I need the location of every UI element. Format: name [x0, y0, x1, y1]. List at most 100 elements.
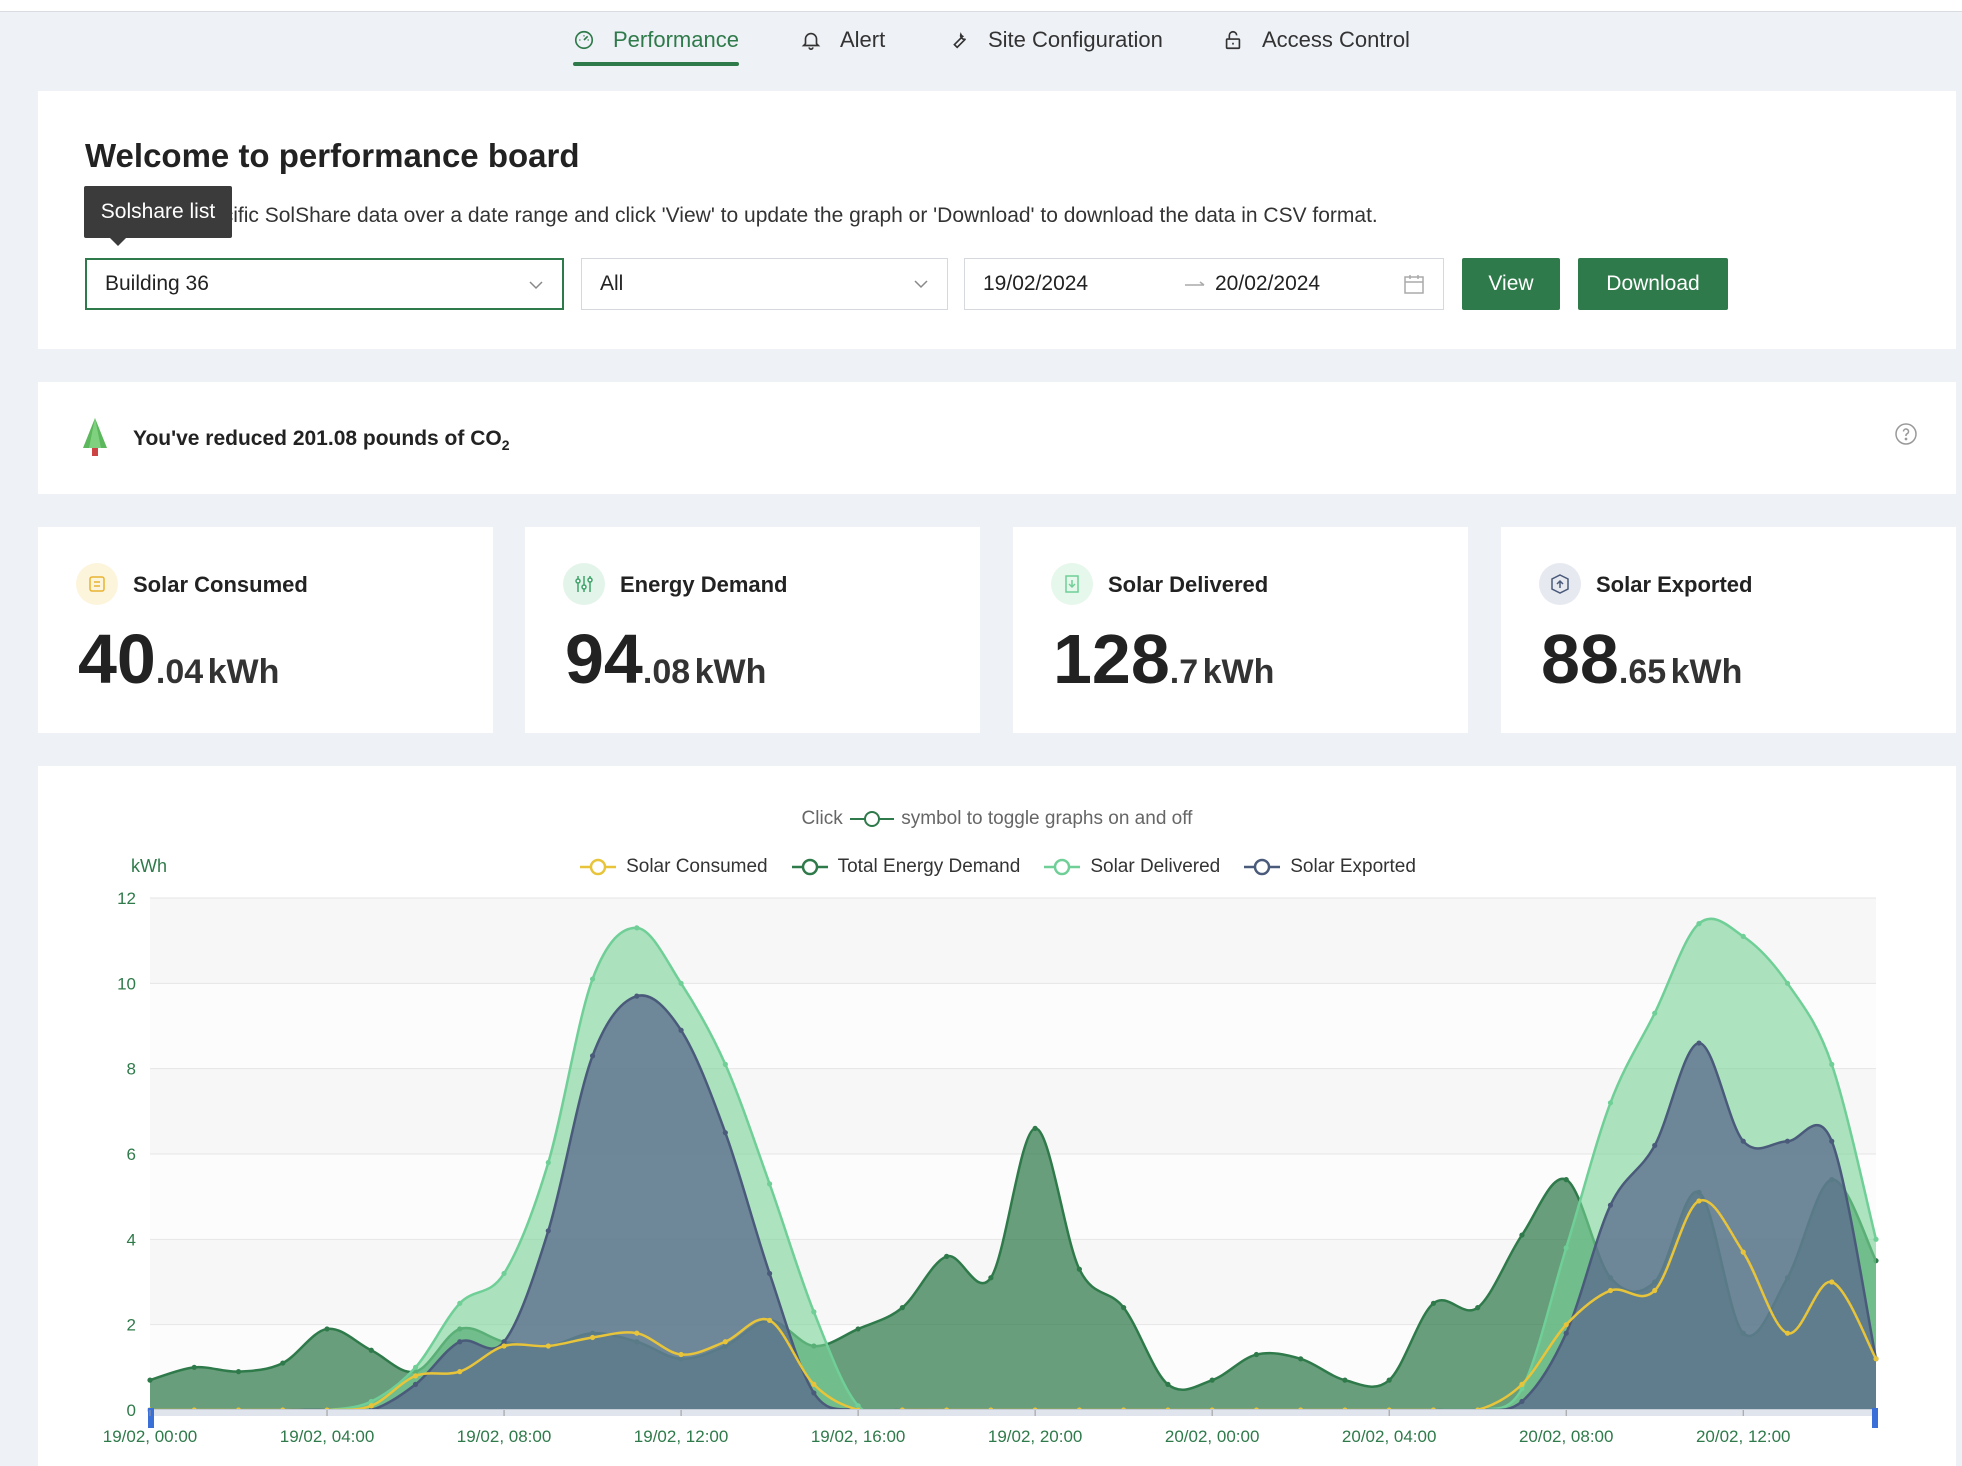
legend-item-total-energy-demand[interactable]: Total Energy Demand [790, 856, 1021, 878]
x-tick-label: 20/02, 00:00 [1165, 1427, 1260, 1446]
data-point [678, 1351, 684, 1358]
data-point [589, 1053, 596, 1059]
data-point [1519, 1381, 1525, 1387]
stat-value: 94.08 kWh [565, 619, 766, 699]
data-point [1032, 1125, 1038, 1131]
date-end[interactable]: 20/02/2024 [1215, 272, 1321, 295]
tab-performance[interactable]: Performance [573, 14, 739, 66]
chevron-down-icon [914, 280, 928, 289]
data-point [1784, 1138, 1791, 1144]
arrow-right-icon [1185, 281, 1205, 286]
data-point [1873, 1236, 1879, 1242]
data-point [1519, 1386, 1525, 1392]
range-slider-handle-start [148, 1408, 154, 1428]
data-point [1696, 921, 1702, 927]
stat-unit: kWh [207, 653, 280, 691]
y-tick-label: 0 [127, 1401, 136, 1420]
data-point [1740, 1249, 1746, 1255]
data-point [722, 1130, 728, 1136]
y-tick-label: 2 [127, 1316, 136, 1335]
data-point [1209, 1377, 1215, 1383]
stat-value: 88.65 kWh [1541, 619, 1742, 699]
chart-hint-prefix: Click [801, 808, 843, 829]
solshare-select[interactable]: Building 36 [85, 258, 564, 310]
stat-value-int: 128 [1053, 620, 1170, 698]
data-point [1607, 1202, 1614, 1208]
data-point [1563, 1177, 1569, 1183]
data-point [855, 1326, 861, 1332]
legend-label: Total Energy Demand [837, 856, 1021, 877]
date-range-picker[interactable]: 19/02/2024 20/02/2024 [964, 258, 1444, 310]
data-point [811, 1381, 817, 1387]
tab-label: Site Configuration [988, 27, 1163, 52]
data-point [191, 1364, 197, 1370]
data-point [1076, 1266, 1082, 1272]
data-point [1740, 1138, 1746, 1144]
data-point [147, 1377, 153, 1383]
data-point [501, 1270, 507, 1277]
welcome-description: Select any specific SolShare data over a… [85, 204, 1378, 227]
data-point [766, 1181, 773, 1187]
page-title: Welcome to performance board [85, 137, 580, 174]
y-tick-label: 12 [117, 889, 136, 908]
stat-value: 128.7 kWh [1053, 619, 1274, 699]
co2-card: You've reduced 201.08 pounds of CO2 [38, 382, 1956, 494]
co2-subscript: 2 [501, 437, 510, 454]
data-point [1563, 1245, 1569, 1251]
data-point [811, 1309, 817, 1315]
main-tabs: Performance Alert Site Configuration Acc… [0, 14, 1962, 66]
data-point [1607, 1100, 1614, 1106]
tab-access-control[interactable]: Access Control [1222, 14, 1410, 66]
toggle-symbol-icon [849, 810, 894, 827]
x-tick-label: 20/02, 12:00 [1696, 1427, 1791, 1446]
data-point [1165, 1381, 1171, 1387]
tab-site-configuration[interactable]: Site Configuration [948, 14, 1163, 66]
data-point [457, 1369, 463, 1375]
legend-symbol-icon [580, 858, 617, 876]
data-point [634, 1330, 640, 1336]
data-point [1652, 1010, 1658, 1016]
grid-band [150, 983, 1876, 1069]
legend-symbol-icon [1244, 858, 1281, 876]
date-start[interactable]: 19/02/2024 [983, 272, 1089, 295]
calendar-icon[interactable] [1403, 273, 1425, 295]
view-button[interactable]: View [1462, 258, 1560, 310]
data-point [368, 1398, 374, 1405]
lock-icon [1225, 30, 1241, 50]
download-button[interactable]: Download [1578, 258, 1728, 310]
data-point [678, 1027, 684, 1033]
co2-text-main: You've reduced 201.08 pounds of CO [133, 427, 502, 450]
legend-item-solar-exported[interactable]: Solar Exported [1242, 856, 1416, 878]
data-point [1873, 1356, 1879, 1362]
stat-card-solar-delivered: Solar Delivered 128.7 kWh [1013, 527, 1468, 733]
stat-value-dec: .7 [1169, 653, 1199, 691]
legend-symbol-icon [791, 858, 828, 876]
x-tick-label: 19/02, 08:00 [457, 1427, 552, 1446]
data-point [1696, 1198, 1702, 1204]
stat-card-solar-consumed: Solar Consumed 40.04 kWh [38, 527, 493, 733]
data-point [545, 1159, 551, 1166]
stat-unit: kWh [1202, 653, 1275, 691]
x-tick-label: 19/02, 20:00 [988, 1427, 1083, 1446]
data-point [1829, 1061, 1835, 1067]
chart-hint-suffix: symbol to toggle graphs on and off [901, 808, 1193, 829]
wrench-icon [953, 32, 967, 49]
data-point [324, 1326, 330, 1332]
legend-item-solar-consumed[interactable]: Solar Consumed [578, 856, 768, 878]
help-icon[interactable] [1894, 422, 1918, 446]
legend-item-solar-delivered[interactable]: Solar Delivered [1042, 856, 1220, 878]
y-axis-label: kWh [131, 856, 167, 876]
stat-title: Energy Demand [620, 572, 788, 597]
tab-label: Alert [840, 27, 886, 52]
data-point [501, 1339, 507, 1345]
chevron-down-icon [529, 281, 543, 290]
tab-alert[interactable]: Alert [800, 14, 885, 66]
filter-select[interactable]: All [581, 258, 948, 310]
data-point [1607, 1287, 1614, 1294]
solar-consumed-icon [76, 563, 118, 605]
data-point [457, 1300, 463, 1306]
data-point [988, 1275, 994, 1281]
stat-card-solar-exported: Solar Exported 88.65 kWh [1501, 527, 1956, 733]
data-point [368, 1347, 374, 1353]
legend-label: Solar Delivered [1090, 856, 1221, 877]
